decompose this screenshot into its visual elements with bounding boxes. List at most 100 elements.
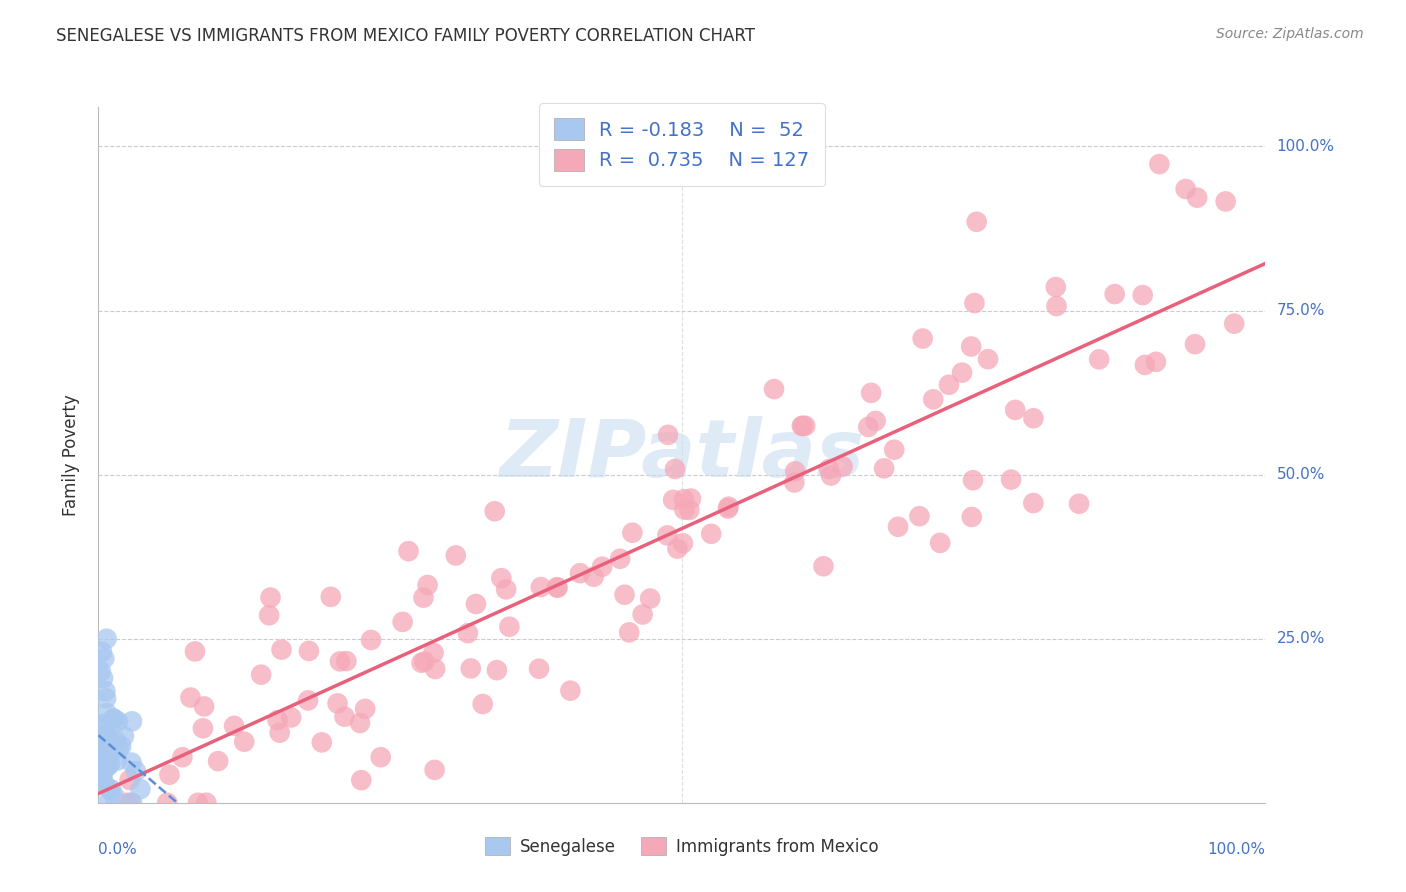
Point bbox=[94, 753, 117, 767]
Point bbox=[425, 662, 447, 676]
Point bbox=[464, 597, 486, 611]
Point bbox=[678, 503, 700, 517]
Point bbox=[887, 520, 910, 534]
Point bbox=[444, 549, 467, 563]
Point bbox=[818, 462, 841, 476]
Point bbox=[569, 566, 592, 581]
Point bbox=[962, 473, 984, 487]
Point bbox=[1045, 299, 1067, 313]
Point bbox=[329, 654, 352, 668]
Point bbox=[785, 464, 807, 478]
Point bbox=[96, 632, 118, 646]
Point bbox=[883, 442, 905, 457]
Point bbox=[172, 750, 194, 764]
Point bbox=[657, 528, 679, 542]
Point bbox=[977, 352, 1000, 367]
Point bbox=[108, 741, 131, 756]
Point bbox=[619, 625, 641, 640]
Point bbox=[873, 461, 896, 475]
Text: SENEGALESE VS IMMIGRANTS FROM MEXICO FAMILY POVERTY CORRELATION CHART: SENEGALESE VS IMMIGRANTS FROM MEXICO FAM… bbox=[56, 27, 755, 45]
Point bbox=[1185, 191, 1208, 205]
Point bbox=[1104, 287, 1126, 301]
Point bbox=[657, 427, 679, 442]
Point bbox=[763, 382, 786, 396]
Point bbox=[103, 712, 125, 726]
Point bbox=[121, 756, 143, 770]
Point bbox=[93, 774, 115, 789]
Point bbox=[1022, 411, 1045, 425]
Point bbox=[412, 591, 434, 605]
Point bbox=[398, 544, 420, 558]
Point bbox=[950, 366, 973, 380]
Point bbox=[98, 782, 121, 797]
Point bbox=[560, 683, 582, 698]
Point bbox=[491, 571, 513, 585]
Point bbox=[280, 710, 302, 724]
Point bbox=[121, 796, 143, 810]
Point bbox=[89, 757, 111, 772]
Point bbox=[98, 756, 121, 771]
Point bbox=[820, 468, 842, 483]
Point bbox=[105, 734, 128, 748]
Point bbox=[530, 580, 553, 594]
Text: 75.0%: 75.0% bbox=[1277, 303, 1324, 318]
Point bbox=[96, 728, 118, 742]
Point bbox=[485, 663, 508, 677]
Point bbox=[422, 646, 444, 660]
Text: Source: ZipAtlas.com: Source: ZipAtlas.com bbox=[1216, 27, 1364, 41]
Point bbox=[129, 782, 152, 797]
Point bbox=[1149, 157, 1171, 171]
Point bbox=[700, 526, 723, 541]
Point bbox=[89, 743, 111, 757]
Point bbox=[97, 748, 120, 763]
Point bbox=[89, 718, 111, 732]
Point bbox=[159, 767, 181, 781]
Text: 100.0%: 100.0% bbox=[1208, 842, 1265, 856]
Point bbox=[349, 716, 371, 731]
Point bbox=[673, 502, 696, 516]
Point bbox=[813, 559, 835, 574]
Point bbox=[1000, 473, 1022, 487]
Y-axis label: Family Poverty: Family Poverty bbox=[62, 394, 80, 516]
Point bbox=[90, 665, 112, 679]
Point bbox=[908, 509, 931, 524]
Point bbox=[1215, 194, 1237, 209]
Point bbox=[107, 714, 129, 729]
Point bbox=[860, 385, 883, 400]
Point bbox=[250, 667, 273, 681]
Point bbox=[666, 541, 689, 556]
Point bbox=[794, 418, 817, 433]
Point bbox=[259, 591, 281, 605]
Text: 100.0%: 100.0% bbox=[1277, 139, 1334, 154]
Point bbox=[547, 581, 569, 595]
Point bbox=[103, 711, 125, 725]
Point bbox=[582, 570, 605, 584]
Point bbox=[96, 796, 118, 810]
Point bbox=[187, 796, 209, 810]
Point bbox=[929, 536, 952, 550]
Point bbox=[94, 733, 117, 747]
Point bbox=[350, 773, 373, 788]
Point bbox=[664, 462, 686, 476]
Point bbox=[91, 754, 114, 768]
Point bbox=[326, 697, 349, 711]
Point bbox=[783, 475, 806, 490]
Point bbox=[94, 751, 117, 765]
Point bbox=[1132, 288, 1154, 302]
Point bbox=[460, 661, 482, 675]
Point bbox=[423, 763, 446, 777]
Point bbox=[91, 760, 114, 774]
Point bbox=[266, 713, 288, 727]
Point bbox=[621, 525, 644, 540]
Point bbox=[360, 632, 382, 647]
Point bbox=[858, 420, 880, 434]
Point bbox=[333, 709, 356, 723]
Point bbox=[110, 739, 132, 754]
Point bbox=[717, 501, 740, 516]
Point bbox=[90, 645, 112, 659]
Point bbox=[391, 615, 413, 629]
Point bbox=[1022, 496, 1045, 510]
Point bbox=[93, 716, 115, 731]
Point bbox=[679, 491, 702, 506]
Point bbox=[90, 768, 112, 782]
